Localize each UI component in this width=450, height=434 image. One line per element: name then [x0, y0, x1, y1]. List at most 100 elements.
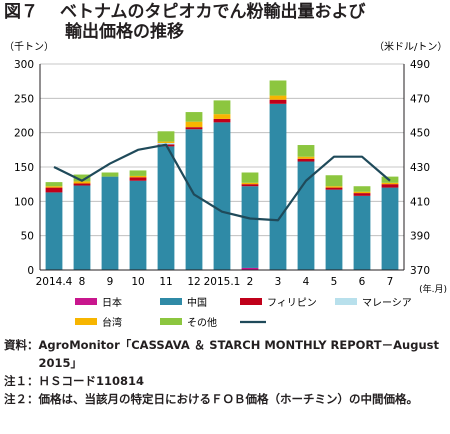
bar-segment: [353, 195, 371, 270]
bar-segment: [129, 177, 147, 181]
bar-segment: [213, 114, 231, 119]
bar-segment: [213, 122, 231, 270]
note-1-body: ＨＳコード110814: [38, 374, 145, 388]
bar-segment: [381, 182, 399, 185]
x-unit-label: (年.月): [419, 283, 447, 295]
legend-label: フィリピン: [267, 297, 317, 309]
x-tick-label: 2: [247, 276, 254, 288]
bar-segment: [353, 193, 371, 196]
bar-segment: [297, 161, 315, 270]
notes: 資料： AgroMonitor「CASSAVA ＆ STARCH MONTHLY…: [4, 336, 446, 408]
bar-segment: [45, 182, 63, 187]
bar-segment: [185, 127, 203, 130]
title-line-2: 輸出価格の推移: [65, 22, 184, 42]
bar-segment: [157, 146, 175, 270]
legend-label: 台湾: [102, 316, 122, 329]
y2-tick-label: 390: [410, 231, 430, 243]
bar-segment: [157, 141, 175, 143]
bar-segment: [269, 80, 287, 96]
note-1: 注１： ＨＳコード110814: [4, 372, 446, 390]
bar-segment: [241, 184, 259, 187]
x-tick-label: 7: [387, 276, 394, 288]
bar-segment: [325, 175, 343, 187]
price-line: [53, 143, 391, 222]
bar-segment: [297, 156, 315, 159]
y2-tick-label: 490: [410, 59, 430, 71]
y2-tick-label: 470: [410, 93, 430, 105]
bar-segment: [73, 185, 91, 270]
x-tick-label: 9: [107, 276, 114, 288]
legend-swatch: [75, 318, 97, 325]
y2-tick-label: 450: [410, 128, 430, 140]
note-2: 注２： 価格は、当該月の特定日におけるＦＯＢ価格（ホーチミン）の中間価格。: [4, 390, 446, 408]
bar-segment: [381, 184, 399, 188]
legend-swatch: [335, 298, 357, 305]
y-tick-label: 100: [14, 196, 34, 208]
bar-segment: [185, 121, 203, 128]
bar-segment: [73, 174, 91, 182]
note-2-head: 注２：: [4, 392, 39, 406]
bar-segment: [325, 187, 343, 190]
y-tick-label: 150: [14, 162, 34, 174]
x-tick-label: 12: [187, 276, 200, 288]
legend-swatch: [160, 298, 182, 305]
y-tick-label: 200: [14, 128, 34, 140]
y-axis-label: （千トン）: [4, 41, 54, 53]
note-2-body: 価格は、当該月の特定日におけるＦＯＢ価格（ホーチミン）の中間価格。: [38, 392, 419, 406]
legend-swatch: [160, 318, 182, 325]
note-source-body: AgroMonitor「CASSAVA ＆ STARCH MONTHLY REP…: [38, 338, 439, 370]
bar-segment: [185, 112, 203, 122]
bar-segment: [325, 186, 343, 188]
y-tick-label: 250: [14, 93, 34, 105]
bar-segment: [269, 95, 287, 100]
legend-label: 日本: [102, 296, 122, 309]
legend-label: マレーシア: [362, 298, 412, 309]
note-source: 資料： AgroMonitor「CASSAVA ＆ STARCH MONTHLY…: [4, 336, 446, 372]
bar-segment: [129, 180, 147, 270]
bar-segment: [73, 181, 91, 184]
bar-segment: [45, 192, 63, 270]
bar-segment: [353, 186, 371, 192]
y2-axis-label: （米ドル/トン）: [374, 40, 447, 53]
x-tick-label: 6: [359, 276, 366, 288]
x-tick-label: 11: [159, 276, 172, 288]
bar-segment: [353, 191, 371, 194]
bar-segment: [101, 172, 119, 177]
figure-title: 図７ ベトナムのタピオカでん粉輸出量および 輸出価格の推移: [4, 2, 366, 42]
title-line-1: ベトナムのタピオカでん粉輸出量および: [60, 2, 366, 22]
y-tick-label: 50: [21, 231, 34, 243]
y-tick-label: 0: [27, 265, 34, 277]
bar-segment: [269, 103, 287, 271]
note-1-head: 注１：: [4, 374, 39, 388]
x-tick-label: 4: [303, 276, 310, 288]
bar-segment: [129, 170, 147, 176]
figure-number: 図７: [4, 2, 38, 22]
bar-segment: [241, 182, 259, 185]
bar-segment: [129, 175, 147, 178]
bar-segment: [241, 267, 259, 270]
x-tick-label: 5: [331, 276, 338, 288]
bar-segment: [157, 131, 175, 142]
bar-segment: [381, 187, 399, 270]
bar-segment: [45, 187, 63, 193]
bar-segment: [73, 183, 91, 186]
bar-segment: [185, 129, 203, 270]
bar-segment: [269, 99, 287, 104]
y2-tick-label: 430: [410, 162, 430, 174]
bar-segment: [297, 158, 315, 162]
bar-segment: [241, 186, 259, 268]
legend-swatch: [240, 298, 262, 305]
x-tick-label: 3: [275, 276, 282, 288]
bar-segment: [325, 189, 343, 270]
bar-segment: [241, 172, 259, 183]
y-tick-label: 300: [14, 59, 34, 71]
bar-segment: [213, 118, 231, 123]
x-tick-label: 10: [131, 276, 144, 288]
stacked-bar-line-chart: 050100150200250300370390410430450470490（…: [4, 40, 447, 329]
legend-label: 中国: [187, 296, 207, 309]
bar-segment: [45, 186, 63, 188]
x-tick-label: 2015.1: [204, 276, 241, 288]
y2-tick-label: 410: [410, 196, 430, 208]
note-source-head: 資料：: [4, 338, 39, 352]
legend-label: その他: [187, 316, 217, 329]
